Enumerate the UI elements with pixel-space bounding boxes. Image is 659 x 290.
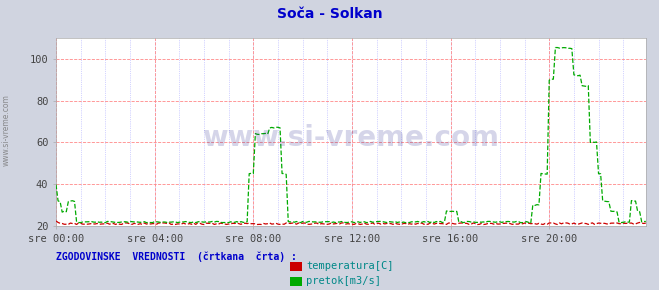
Text: www.si-vreme.com: www.si-vreme.com <box>2 95 11 166</box>
Text: temperatura[C]: temperatura[C] <box>306 261 394 271</box>
Text: pretok[m3/s]: pretok[m3/s] <box>306 276 382 286</box>
Text: www.si-vreme.com: www.si-vreme.com <box>202 124 500 152</box>
Text: ZGODOVINSKE  VREDNOSTI  (črtkana  črta) :: ZGODOVINSKE VREDNOSTI (črtkana črta) : <box>56 251 297 262</box>
Text: Soča - Solkan: Soča - Solkan <box>277 7 382 21</box>
